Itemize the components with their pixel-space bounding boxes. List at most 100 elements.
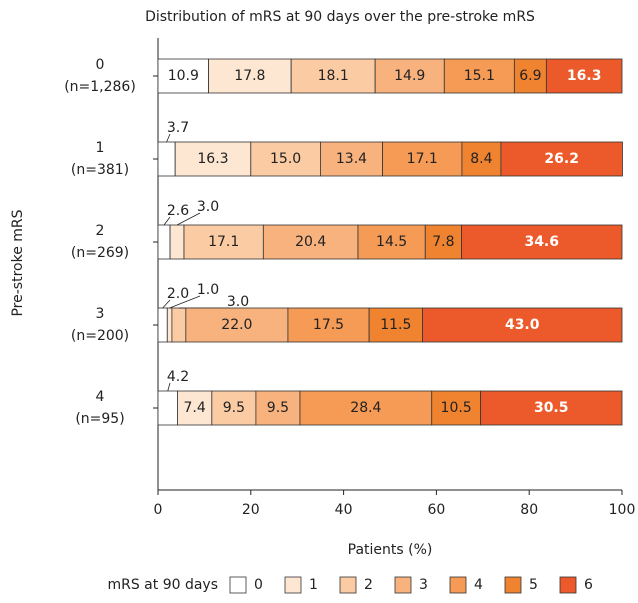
- bar-segment: [157, 141, 176, 177]
- value-label: 9.5: [267, 400, 289, 416]
- value-label: 17.1: [407, 151, 438, 167]
- category-label: 3: [96, 306, 105, 322]
- bar-segment: [211, 390, 257, 426]
- bar-segment: [368, 307, 423, 343]
- bar-segment: [250, 141, 321, 177]
- value-label: 10.5: [441, 400, 472, 416]
- value-label: 18.1: [318, 68, 349, 84]
- value-label: 30.5: [534, 400, 569, 416]
- legend-label: 2: [364, 577, 373, 593]
- bar-segment: [185, 307, 289, 343]
- bar-segment: [290, 58, 376, 94]
- value-label: 17.5: [313, 317, 344, 333]
- bar-segment: [443, 58, 515, 94]
- leader-line: [166, 133, 171, 143]
- bar-segment: [545, 58, 623, 94]
- category-label: 4: [96, 389, 105, 405]
- bar-segment: [157, 390, 178, 426]
- legend-swatch: [559, 576, 577, 594]
- bar-segment: [513, 58, 547, 94]
- category-label: 0: [96, 57, 105, 73]
- value-label: 7.8: [432, 234, 454, 250]
- bar-segment: [183, 224, 264, 260]
- value-label: 16.3: [197, 151, 228, 167]
- value-label: 20.4: [295, 234, 326, 250]
- bar-segment: [208, 58, 292, 94]
- x-tick-label: 40: [335, 502, 353, 518]
- x-tick-label: 100: [609, 502, 636, 518]
- x-tick-label: 80: [520, 502, 538, 518]
- legend-label: 3: [419, 577, 428, 593]
- value-label: 11.5: [380, 317, 411, 333]
- category-count: (n=1,286): [64, 79, 136, 95]
- category-label: 2: [96, 223, 105, 239]
- value-label: 14.9: [394, 68, 425, 84]
- legend-label: 1: [309, 577, 318, 593]
- value-label: 9.5: [223, 400, 245, 416]
- value-label: 28.4: [350, 400, 381, 416]
- leader-line: [167, 382, 171, 392]
- value-label: 26.2: [544, 151, 579, 167]
- value-label: 4.2: [167, 369, 189, 385]
- category-count: (n=200): [71, 328, 129, 344]
- x-tick-label: 0: [154, 502, 163, 518]
- category-label: 1: [96, 140, 105, 156]
- value-label: 17.1: [208, 234, 239, 250]
- legend-swatch: [229, 576, 247, 594]
- x-axis-title: Patients (%): [348, 542, 433, 558]
- bar-segment: [169, 224, 185, 260]
- value-label: 14.5: [376, 234, 407, 250]
- bar-segment: [157, 224, 171, 260]
- leader-line: [176, 212, 201, 226]
- value-label: 34.6: [524, 234, 559, 250]
- bar-segment: [480, 390, 623, 426]
- legend-label: 0: [254, 577, 263, 593]
- bar-segment: [424, 224, 462, 260]
- x-tick-label: 20: [242, 502, 260, 518]
- value-label: 43.0: [505, 317, 540, 333]
- value-label: 1.0: [197, 282, 219, 298]
- x-tick-label: 60: [427, 502, 445, 518]
- value-label: 2.6: [167, 203, 189, 219]
- value-label: 2.0: [167, 286, 189, 302]
- value-label: 10.9: [168, 68, 199, 84]
- legend-swatch: [284, 576, 302, 594]
- bar-segment: [461, 224, 623, 260]
- legend-swatch: [339, 576, 357, 594]
- leader-line: [162, 299, 171, 309]
- value-label: 15.0: [270, 151, 301, 167]
- chart-title: Distribution of mRS at 90 days over the …: [145, 9, 535, 25]
- legend-swatch: [504, 576, 522, 594]
- category-count: (n=95): [75, 411, 124, 427]
- value-label: 15.1: [464, 68, 495, 84]
- bar-segment: [382, 141, 463, 177]
- bar-segment: [157, 307, 168, 343]
- value-label: 6.9: [519, 68, 541, 84]
- bar-segment: [171, 307, 187, 343]
- legend-label: 4: [474, 577, 483, 593]
- bar-segment: [461, 141, 502, 177]
- legend-swatch: [394, 576, 412, 594]
- legend-label: 6: [584, 577, 593, 593]
- bar-segment: [500, 141, 623, 177]
- value-label: 22.0: [221, 317, 252, 333]
- legend-title: mRS at 90 days: [107, 577, 218, 593]
- value-label: 7.4: [184, 400, 206, 416]
- value-label: 3.0: [227, 294, 249, 310]
- value-label: 3.0: [197, 199, 219, 215]
- value-label: 8.4: [470, 151, 492, 167]
- value-label: 16.3: [567, 68, 602, 84]
- bar-segment: [287, 307, 370, 343]
- bar-segment: [166, 307, 173, 343]
- bar-segment: [319, 141, 383, 177]
- bar-segment: [262, 224, 359, 260]
- leader-line: [169, 295, 201, 309]
- bar-segment: [299, 390, 433, 426]
- category-count: (n=381): [71, 162, 129, 178]
- y-axis-title: Pre-stroke mRS: [10, 209, 26, 316]
- value-label: 13.4: [336, 151, 367, 167]
- value-label: 17.8: [234, 68, 265, 84]
- bar-segment: [374, 58, 445, 94]
- value-label: 3.7: [167, 120, 189, 136]
